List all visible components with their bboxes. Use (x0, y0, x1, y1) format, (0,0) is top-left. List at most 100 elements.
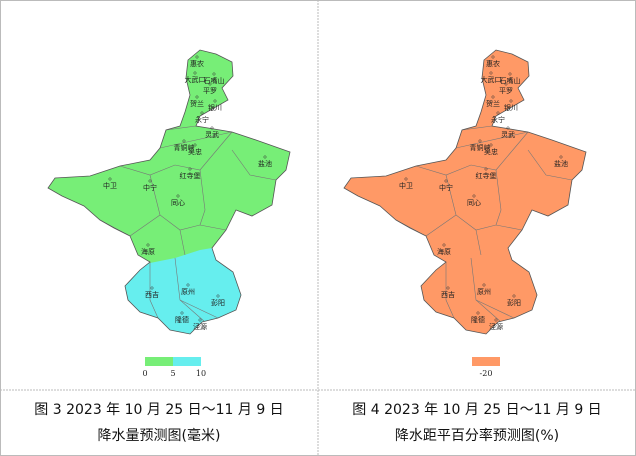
place-dot (195, 95, 199, 99)
place-dot (195, 55, 199, 59)
county-border (119, 131, 233, 176)
county-border (165, 125, 197, 131)
place-label: 泾源 (489, 322, 503, 331)
place-dot (504, 82, 508, 86)
place-dot (484, 167, 488, 171)
region-fill (48, 50, 290, 334)
place-dot (216, 294, 220, 298)
place-label: 平罗 (499, 87, 513, 95)
county-border (461, 125, 493, 131)
county-border (415, 131, 529, 176)
place-label: 彭阳 (211, 298, 225, 307)
place-dot (212, 72, 216, 76)
place-dot (193, 71, 197, 75)
place-label: 隆德 (175, 315, 189, 324)
place-dot (108, 177, 112, 181)
caption: 图 3 2023 年 10 月 25 日～11 月 9 日 (34, 402, 283, 418)
place-dot (478, 139, 482, 143)
county-border (445, 262, 455, 319)
place-label: 银川 (208, 103, 222, 112)
place-label: 中宁 (143, 183, 157, 192)
place-label: 盐池 (258, 159, 272, 168)
place-label: 青铜峡 (174, 143, 195, 152)
place-dot (263, 155, 267, 159)
place-dot (491, 95, 495, 99)
place-dot (148, 179, 152, 183)
place-dot (508, 72, 512, 76)
place-dot (446, 286, 450, 290)
county-border (475, 229, 482, 256)
place-dot (509, 99, 513, 103)
place-dot (442, 243, 446, 247)
place-label: 原州 (477, 288, 491, 296)
place-label: 石嘴山 (204, 76, 225, 85)
place-dot (506, 126, 510, 130)
place-dot (444, 179, 448, 183)
legend-label: 10 (196, 369, 206, 378)
place-dot (559, 155, 563, 159)
place-dot (213, 99, 217, 103)
place-label: 泾源 (193, 322, 207, 331)
place-label: 同心 (467, 199, 481, 207)
place-label: 平罗 (203, 87, 217, 95)
place-dot (150, 286, 154, 290)
place-dot (193, 143, 197, 147)
place-label: 红寺堡 (476, 171, 497, 180)
legend-label: 0 (142, 369, 147, 378)
place-dot (182, 139, 186, 143)
place-dot (198, 318, 202, 322)
county-border (231, 149, 277, 181)
place-label: 西吉 (441, 291, 455, 299)
place-dot (476, 311, 480, 315)
caption: 图 4 2023 年 10 月 25 日～11 月 9 日 (352, 402, 601, 418)
legend-swatch (145, 357, 173, 366)
legend-label: -20 (480, 369, 493, 378)
place-dot (489, 71, 493, 75)
legend-swatch (472, 357, 500, 366)
place-dot (210, 126, 214, 130)
place-dot (208, 82, 212, 86)
place-label: 同心 (171, 199, 185, 207)
place-label: 石嘴山 (500, 76, 521, 85)
place-label: 彭阳 (507, 298, 521, 307)
place-label: 中卫 (103, 181, 117, 190)
place-label: 吴忠 (484, 148, 498, 156)
place-label: 灵武 (205, 130, 219, 139)
place-label: 永宁 (491, 115, 505, 124)
place-label: 银川 (504, 103, 518, 112)
place-dot (512, 294, 516, 298)
caption: 降水量预测图(毫米) (98, 427, 221, 444)
caption: 降水距平百分率预测图(%) (395, 427, 559, 444)
place-label: 大武口 (185, 75, 206, 84)
place-label: 隆德 (471, 315, 485, 324)
county-border (455, 131, 529, 149)
legend-swatch (173, 357, 201, 366)
place-label: 海原 (437, 247, 451, 256)
place-label: 灵武 (501, 130, 515, 139)
place-dot (188, 167, 192, 171)
place-dot (482, 283, 486, 287)
place-dot (472, 194, 476, 198)
county-border (129, 214, 161, 237)
county-border (425, 214, 457, 237)
place-label: 贺兰 (190, 99, 204, 108)
legend-label: 5 (170, 369, 175, 378)
place-dot (200, 111, 204, 115)
province-outline (47, 49, 291, 335)
place-dot (494, 318, 498, 322)
place-label: 西吉 (145, 291, 159, 299)
region-fill (344, 50, 586, 334)
place-label: 惠农 (486, 59, 500, 68)
county-border (527, 149, 573, 181)
county-border (475, 299, 515, 319)
place-label: 红寺堡 (180, 171, 201, 180)
place-label: 惠农 (190, 59, 204, 68)
province-outline (343, 49, 587, 335)
place-label: 贺兰 (486, 99, 500, 108)
place-label: 中宁 (439, 183, 453, 192)
place-dot (491, 55, 495, 59)
place-label: 吴忠 (188, 148, 202, 156)
place-label: 青铜峡 (470, 143, 491, 152)
